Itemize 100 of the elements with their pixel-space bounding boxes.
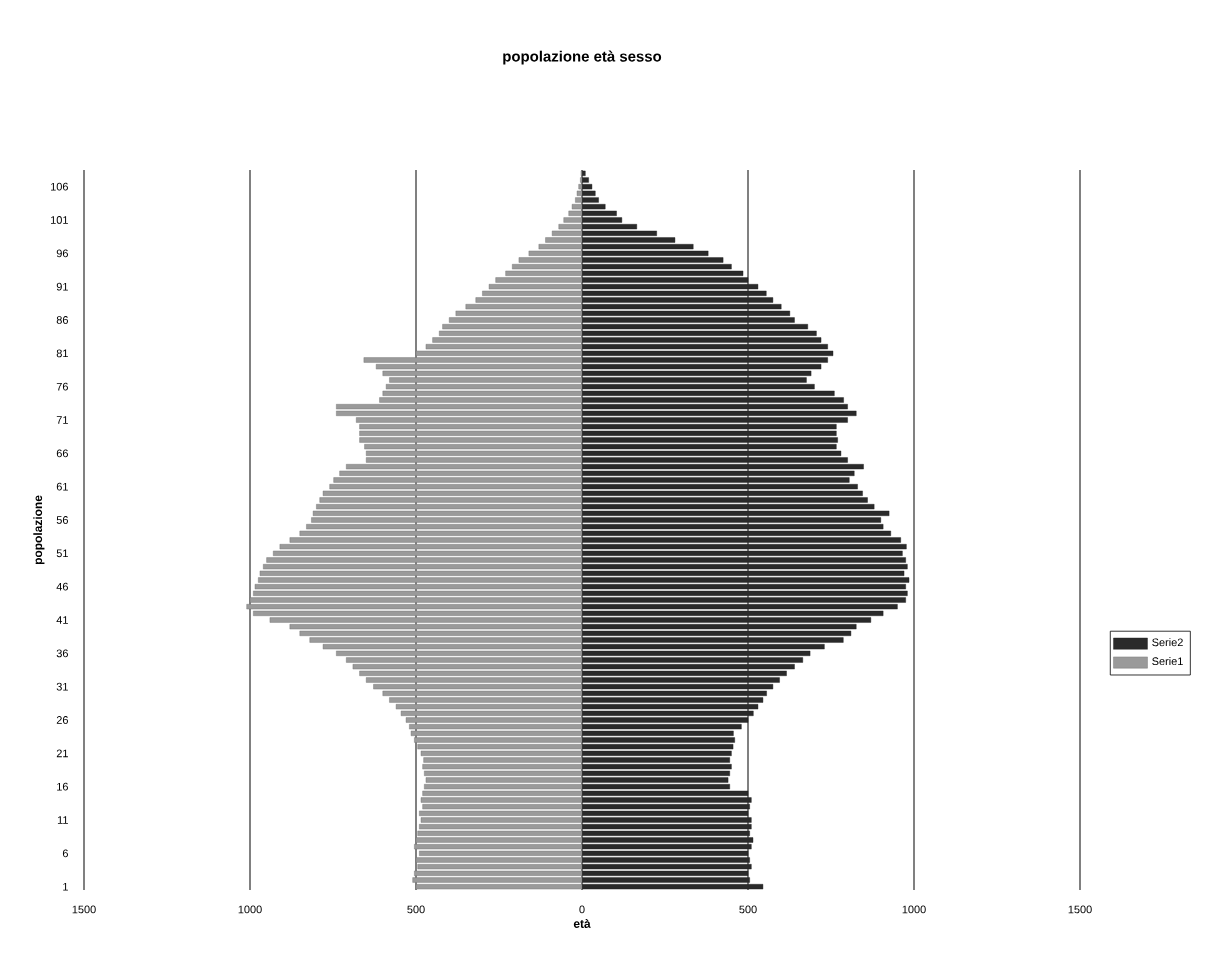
bar <box>420 797 583 803</box>
bar <box>581 830 750 836</box>
bar <box>432 337 583 343</box>
bar <box>389 697 583 703</box>
bar <box>581 430 837 436</box>
bar <box>581 744 734 750</box>
bar <box>424 770 583 776</box>
bar <box>518 257 583 263</box>
bar <box>488 284 583 290</box>
bar <box>346 464 583 470</box>
bar <box>581 190 596 196</box>
bar <box>581 670 787 676</box>
bar <box>581 444 837 450</box>
bar <box>581 837 754 843</box>
bar <box>581 664 795 670</box>
bar <box>581 730 734 736</box>
bar <box>551 230 583 236</box>
bar <box>581 757 730 763</box>
bar <box>400 710 583 716</box>
bar <box>568 210 583 216</box>
bar <box>420 817 583 823</box>
bar <box>414 844 583 850</box>
bar <box>273 550 583 556</box>
bar <box>581 524 884 530</box>
bar <box>442 324 583 330</box>
bar <box>455 310 583 316</box>
bar <box>581 810 749 816</box>
bar <box>581 844 752 850</box>
bar <box>581 364 822 370</box>
bar <box>359 430 583 436</box>
bar <box>581 690 767 696</box>
bar <box>581 824 752 830</box>
bar <box>563 217 583 223</box>
bar <box>359 424 583 430</box>
bar <box>385 384 583 390</box>
bar <box>581 257 724 263</box>
bar <box>333 477 583 483</box>
bar <box>581 764 732 770</box>
bar <box>581 697 764 703</box>
bar <box>336 404 583 410</box>
bar <box>581 637 844 643</box>
bar <box>581 577 910 583</box>
bar <box>581 310 791 316</box>
bar <box>581 297 774 303</box>
bar <box>581 850 749 856</box>
bar <box>581 770 730 776</box>
bar <box>581 884 764 890</box>
bar <box>581 304 782 310</box>
bar <box>405 717 583 723</box>
bar <box>581 337 822 343</box>
bar <box>581 550 903 556</box>
bar <box>389 377 583 383</box>
bar <box>581 344 828 350</box>
bar <box>425 777 583 783</box>
bar <box>581 350 834 356</box>
bar <box>581 357 828 363</box>
bar <box>412 877 583 883</box>
bar <box>581 777 729 783</box>
bar <box>253 590 583 596</box>
bar <box>581 797 752 803</box>
bar <box>423 757 583 763</box>
bar <box>581 497 868 503</box>
bar <box>366 677 583 683</box>
bar <box>581 210 617 216</box>
bar <box>581 630 852 636</box>
bar <box>419 850 583 856</box>
bar <box>449 317 583 323</box>
bar <box>581 817 752 823</box>
bar <box>581 570 905 576</box>
bar <box>419 810 583 816</box>
bar <box>417 744 583 750</box>
bar <box>395 704 583 710</box>
bar <box>352 664 583 670</box>
bar <box>366 450 583 456</box>
bar <box>254 584 583 590</box>
bar <box>581 437 838 443</box>
bar <box>581 410 857 416</box>
bar <box>581 557 906 563</box>
bar <box>581 684 774 690</box>
bar <box>581 804 750 810</box>
bar <box>581 537 901 543</box>
bar <box>581 604 898 610</box>
bar <box>414 737 583 743</box>
bar <box>419 824 583 830</box>
bar <box>581 290 767 296</box>
bar <box>581 184 593 190</box>
bar <box>581 464 864 470</box>
bar <box>424 784 583 790</box>
bar <box>311 517 583 523</box>
bar <box>581 790 749 796</box>
bar <box>422 764 583 770</box>
bar <box>558 224 583 230</box>
bar <box>512 264 583 270</box>
bar <box>575 197 583 203</box>
bar <box>581 490 863 496</box>
bar <box>312 510 583 516</box>
bar <box>410 730 583 736</box>
bar <box>576 190 583 196</box>
bar <box>581 544 907 550</box>
bar <box>319 497 583 503</box>
